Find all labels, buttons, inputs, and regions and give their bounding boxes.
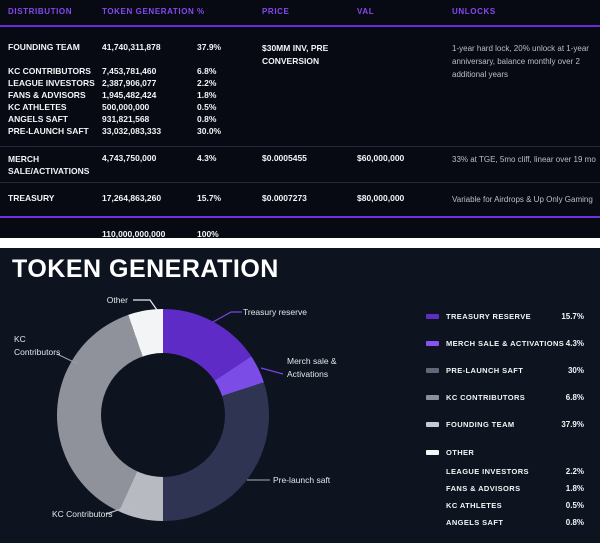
price-line: $30MM INV, PRE [262,43,329,53]
row-name: LEAGUE INVESTORS [8,78,95,88]
col-header-token-generation: TOKEN GENERATION [102,7,195,16]
legend-subitem-fans-advisors: FANS & ADVISORS 1.8% [446,484,584,493]
col-header-distribution: DISTRIBUTION [8,7,73,16]
legend-subitem-league-investors: LEAGUE INVESTORS 2.2% [446,467,584,476]
col-header-unlocks: UNLOCKS [452,7,496,16]
callout-kc-left: KC Contributors [14,334,61,357]
legend-swatch-founding-team [426,422,439,427]
table-row-merch: MERCH SALE/ACTIVATIONS 4,743,750,000 4.3… [0,147,600,183]
legend-item-other: OTHER [426,448,584,457]
table-row-total: 110,000,000,000 100% [0,218,600,239]
token-amounts: 41,740,311,878 7,453,781,460 2,387,906,0… [102,42,197,137]
row-tokens: 2,387,906,077 [102,78,157,88]
legend-swatch-kc-contributors [426,395,439,400]
founding-price: $30MM INV, PRE CONVERSION [262,42,357,68]
row-pct: 1.8% [197,90,217,100]
chart-title: TOKEN GENERATION [12,255,279,283]
row-pct: 0.5% [197,102,217,112]
legend-swatch-other [426,450,439,455]
legend-item-founding-team: FOUNDING TEAM 37.9% [426,420,584,429]
legend-subitem-kc-athletes: KC ATHLETES 0.5% [446,501,584,510]
row-name: FOUNDING TEAM [8,42,80,52]
merch-unlocks: 33% at TGE, 5mo cliff, linear over 19 mo [452,155,596,164]
tokenomics-table: DISTRIBUTION TOKEN GENERATION % PRICE VA… [0,0,600,239]
founding-unlocks: 1-year hard lock, 20% unlock at 1-year a… [452,44,589,79]
donut-chart [57,309,269,521]
merch-price: $0.0005455 [262,153,307,163]
legend-swatch-treasury [426,314,439,319]
row-tokens: 500,000,000 [102,102,150,112]
row-tokens: 41,740,311,878 [102,42,161,52]
legend-swatch-prelaunch [426,368,439,373]
legend-item-kc-contributors: KC CONTRIBUTORS 6.8% [426,393,584,402]
treasury-tokens: 17,264,863,260 [102,193,162,203]
merch-val: $60,000,000 [357,153,405,163]
treasury-name: TREASURY [8,193,55,203]
row-name: KC CONTRIBUTORS [8,66,91,76]
row-pct: 2.2% [197,78,217,88]
callout-other: Other [106,295,128,305]
row-tokens: 33,032,083,333 [102,126,162,136]
col-header-price: PRICE [262,7,290,16]
treasury-val: $80,000,000 [357,193,405,203]
table-header-row: DISTRIBUTION TOKEN GENERATION % PRICE VA… [0,0,600,27]
row-name: PRE-LAUNCH SAFT [8,126,89,136]
callout-prelaunch: Pre-launch saft [273,475,331,485]
token-generation-chart: TOKEN GENERATION Other Treasury reserve … [0,248,600,543]
legend-swatch-merch [426,341,439,346]
legend-item-prelaunch: PRE-LAUNCH SAFT 30% [426,366,584,375]
total-tokens: 110,000,000,000 [102,229,166,239]
connector-treasury [212,311,242,323]
legend-item-treasury: TREASURY RESERVE 15.7% [426,312,584,321]
price-line: CONVERSION [262,56,320,66]
callout-merch: Merch sale & Activations [287,356,337,379]
row-tokens: 1,945,482,424 [102,90,157,100]
total-pct: 100% [197,229,219,239]
section-divider [0,238,600,248]
row-pct: 6.8% [197,66,217,76]
row-name: KC ATHLETES [8,102,67,112]
treasury-unlocks: Variable for Airdrops & Up Only Gaming [452,195,593,204]
treasury-price: $0.0007273 [262,193,307,203]
callout-treasury: Treasury reserve [243,307,307,317]
legend-item-merch: MERCH SALE & ACTIVATIONS 4.3% [426,339,584,348]
row-pct: 30.0% [197,126,222,136]
table-row-treasury: TREASURY 17,264,863,260 15.7% $0.0007273… [0,183,600,218]
distribution-names: FOUNDING TEAM KC CONTRIBUTORS LEAGUE INV… [8,42,102,137]
col-header-pct: % [197,7,205,16]
merch-pct: 4.3% [197,153,217,163]
legend-subitem-angels-saft: ANGELS SAFT 0.8% [446,518,584,527]
token-percentages: 37.9% 6.8% 2.2% 1.8% 0.5% 0.8% 30.0% [197,42,262,137]
row-tokens: 7,453,781,460 [102,66,157,76]
row-pct: 0.8% [197,114,217,124]
row-tokens: 931,821,568 [102,114,150,124]
treasury-pct: 15.7% [197,193,222,203]
row-pct: 37.9% [197,42,222,52]
col-header-val: VAL [357,7,375,16]
table-group-allocations: FOUNDING TEAM KC CONTRIBUTORS LEAGUE INV… [0,27,600,147]
row-name: FANS & ADVISORS [8,90,86,100]
row-name: ANGELS SAFT [8,114,68,124]
connector-merch [260,367,284,375]
merch-name: MERCH SALE/ACTIVATIONS [8,154,90,176]
merch-tokens: 4,743,750,000 [102,153,157,163]
callout-kc-bottom: KC Contributors [52,509,113,519]
